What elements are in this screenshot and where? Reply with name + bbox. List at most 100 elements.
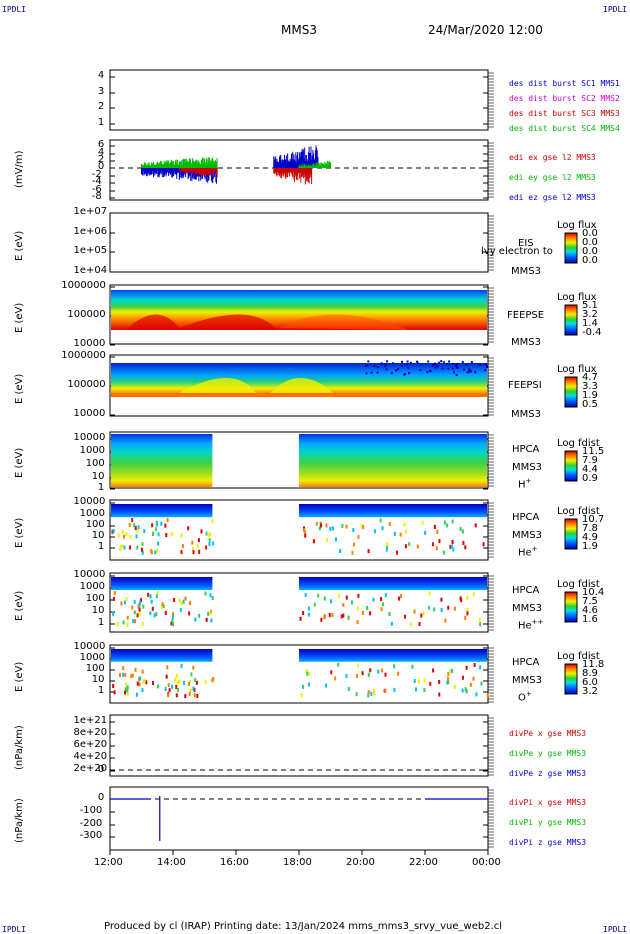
hpca-sparse-pixel <box>473 677 475 681</box>
hpca-sparse-pixel <box>443 551 445 555</box>
colorbar <box>565 305 577 335</box>
hpca-sparse-pixel <box>464 545 466 549</box>
colorbar-value: 1.9 <box>582 541 598 552</box>
hpca-sparse-pixel <box>394 532 396 536</box>
hpca-sparse-pixel <box>334 676 336 680</box>
ytick-label: 1000 <box>80 445 105 456</box>
hpca-sparse-pixel <box>475 523 477 527</box>
hpca-sparse-pixel <box>152 607 154 611</box>
hpca-sparse-pixel <box>380 518 382 522</box>
feepsi-noise-dot <box>462 361 464 363</box>
hpca-sparse-pixel <box>142 670 144 674</box>
legend-entry: des dist burst SC4 MMS4 <box>509 124 620 133</box>
feepsi-noise-dot <box>385 363 387 365</box>
hpca-sparse-pixel <box>357 620 359 624</box>
hpca-sparse-pixel <box>114 690 116 694</box>
feepsi-noise-dot <box>377 371 379 373</box>
hpca-sparse-pixel <box>168 683 170 687</box>
ytick-label: 10000 <box>74 569 106 580</box>
ytick-label: 1e+21 <box>74 715 108 726</box>
hpca-sparse-pixel <box>141 542 143 546</box>
xtick-label: 14:00 <box>157 857 186 868</box>
panel-frame-divpi <box>110 787 488 850</box>
hpca-sparse-pixel <box>424 531 426 535</box>
feepsi-noise-dot <box>467 371 469 373</box>
hpca-sparse-pixel <box>479 622 481 626</box>
hpca-sparse-pixel <box>389 522 391 526</box>
feepsi-noise-dot <box>452 368 454 370</box>
hpca-sparse-pixel <box>194 618 196 622</box>
species-charge: + <box>526 477 532 485</box>
colorbar-value: -0.4 <box>582 327 602 338</box>
hpca-sparse-pixel <box>348 687 350 691</box>
hpca-sparse-pixel <box>470 683 472 687</box>
hpca-sparse-pixel <box>452 540 454 544</box>
hpca-sparse-pixel <box>113 529 115 533</box>
ytick-label: 1000 <box>80 652 105 663</box>
instrument-label: HPCA <box>512 512 539 523</box>
hpca-sparse-pixel <box>418 679 420 683</box>
hpca-sparse-pixel <box>337 663 339 667</box>
hpca-sparse-pixel <box>194 678 196 682</box>
hpca-sparse-pixel <box>112 612 114 616</box>
hpca-sparse-pixel <box>127 685 129 689</box>
hpca-sparse-pixel <box>449 670 451 674</box>
legend-entry: divPi x gse MMS3 <box>509 798 586 807</box>
hpca-sparse-pixel <box>473 592 475 596</box>
hpca-sparse-pixel <box>384 689 386 693</box>
hpca-sparse-pixel <box>119 673 121 677</box>
hpca-sparse-pixel <box>200 529 202 533</box>
hpca-sparse-pixel <box>137 525 139 529</box>
hpca-sparse-pixel <box>422 521 424 525</box>
hpca-sparse-pixel <box>123 535 125 539</box>
hpca-sparse-pixel <box>466 666 468 670</box>
feepsi-noise-dot <box>386 368 388 370</box>
hpca-sparse-pixel <box>210 618 212 622</box>
hpca-sparse-pixel <box>405 544 407 548</box>
ytick-label: 1 <box>98 117 104 128</box>
feepsi-noise-dot <box>452 363 454 365</box>
hpca-sparse-pixel <box>191 541 193 545</box>
feepsi-noise-dot <box>384 365 386 367</box>
y-axis-label: E (eV) <box>14 448 25 478</box>
hpca-sparse-pixel <box>209 538 211 542</box>
hpca-sparse-pixel <box>452 519 454 523</box>
hpca-sparse-pixel <box>479 617 481 621</box>
hpca-sparse-pixel <box>188 611 190 615</box>
ytick-label: 10 <box>92 530 105 541</box>
hpca-sparse-pixel <box>352 551 354 555</box>
hpca-sparse-pixel <box>483 542 485 546</box>
overlay-label: lvy electron to <box>481 246 553 257</box>
ytick-label: 1e+07 <box>74 206 108 217</box>
hpca-sparse-pixel <box>429 682 431 686</box>
feepsi-noise-dot <box>442 368 444 370</box>
hpca-sparse-pixel <box>141 688 143 692</box>
hpca-sparse-pixel <box>122 673 124 677</box>
colorbar <box>565 592 577 622</box>
hpca-sparse-pixel <box>127 692 129 696</box>
hpca-sparse-pixel <box>139 601 141 605</box>
hpca-sparse-pixel <box>176 693 178 697</box>
ytick-label: -300 <box>80 830 103 841</box>
hpca-sparse-pixel <box>408 542 410 546</box>
hpca-sparse-pixel <box>466 596 468 600</box>
feepsi-noise-dot <box>401 365 403 367</box>
hpca-sparse-pixel <box>184 596 186 600</box>
hpca-sparse-pixel <box>369 668 371 672</box>
hpca-sparse-pixel <box>362 611 364 615</box>
hpca-sparse-pixel <box>380 597 382 601</box>
feepsi-noise-dot <box>408 372 410 374</box>
hpca-sparse-pixel <box>320 523 322 527</box>
hpca-sparse-pixel <box>308 606 310 610</box>
legend-entry: edi ex gse l2 MMS3 <box>509 153 596 162</box>
hpca-sparse-pixel <box>211 678 213 682</box>
hpca-sparse-pixel <box>324 597 326 601</box>
hpca-sparse-pixel <box>475 692 477 696</box>
hpca-sparse-pixel <box>339 549 341 553</box>
hpca-sparse-pixel <box>196 694 198 698</box>
hpca-sparse-pixel <box>326 538 328 542</box>
ytick-label: 2 <box>98 101 104 112</box>
hpca-sparse-pixel <box>441 608 443 612</box>
hpca-sparse-pixel <box>329 613 331 617</box>
hpca-sparse-pixel <box>414 679 416 683</box>
